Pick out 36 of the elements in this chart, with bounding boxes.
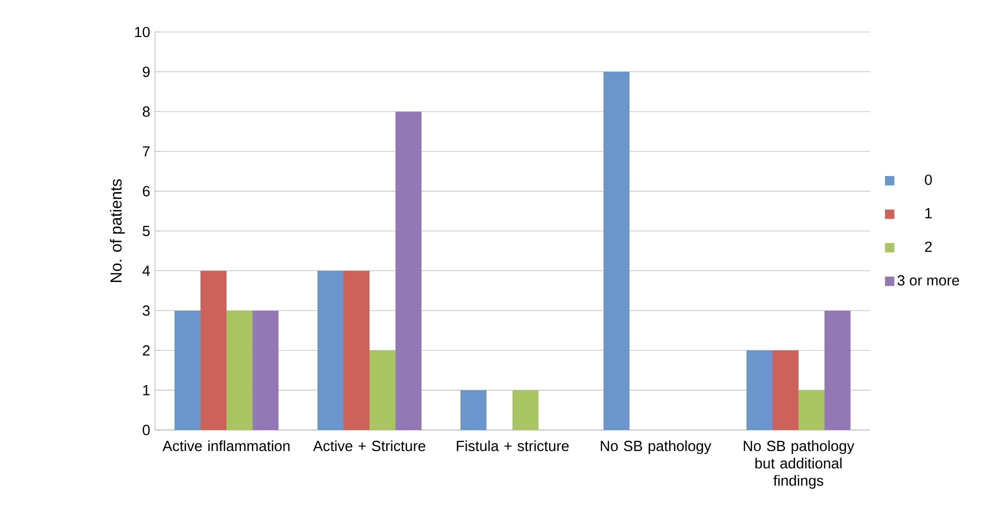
legend-label: 0 (924, 174, 932, 185)
bar (460, 390, 487, 430)
bar (174, 310, 201, 430)
y-tick-label: 10 (135, 26, 150, 38)
bar (512, 390, 539, 430)
y-tick-label: 6 (142, 186, 150, 196)
bar (604, 72, 630, 430)
bar (772, 350, 799, 430)
bar (344, 270, 370, 430)
bar (252, 310, 279, 430)
y-tick-label: 5 (142, 226, 150, 236)
y-tick-label: 2 (142, 345, 150, 356)
bar (226, 310, 253, 430)
x-tick-label: Fistula + stricture (456, 440, 569, 452)
legend-label: 3 or more (898, 275, 960, 286)
bar (396, 112, 422, 430)
bar (200, 270, 227, 430)
x-tick-label: No SB pathology but additional findings (744, 440, 854, 489)
x-tick-label: Active inflammation (162, 440, 290, 452)
bar (318, 270, 344, 430)
y-tick-label: 3 (142, 305, 150, 316)
y-axis-title: No. of patients (110, 179, 125, 282)
legend-label: 1 (925, 208, 932, 218)
y-tick-label: 0 (142, 424, 150, 436)
y-tick-label: 4 (142, 266, 150, 276)
y-tick-label: 7 (142, 146, 150, 156)
y-tick-label: 8 (142, 106, 150, 117)
y-tick-label: 1 (143, 385, 150, 396)
y-tick-label: 9 (142, 66, 150, 77)
x-tick-label: Active + Stricture (313, 440, 426, 452)
x-tick-label: No SB pathology (600, 440, 712, 454)
bar (370, 350, 396, 430)
bar (824, 310, 850, 430)
bar (798, 390, 824, 430)
legend-label: 2 (925, 242, 932, 252)
bar (746, 350, 772, 430)
